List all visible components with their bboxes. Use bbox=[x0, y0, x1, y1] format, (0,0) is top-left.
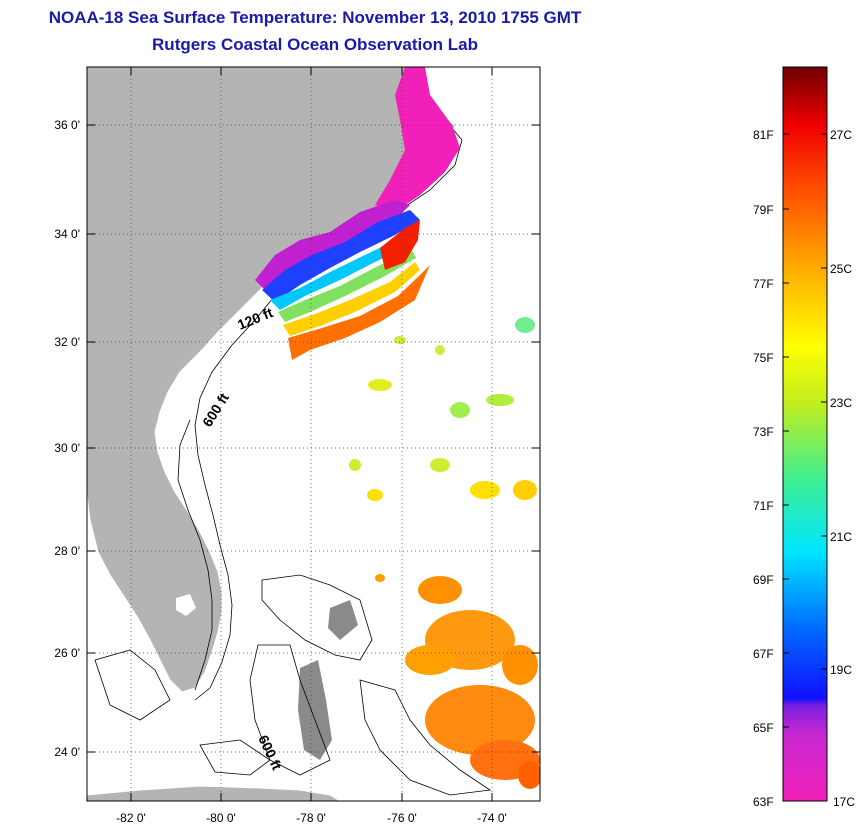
cuba-landmass bbox=[87, 785, 341, 801]
lat-label: 34 0' bbox=[54, 227, 80, 241]
plot-frame bbox=[86, 66, 541, 802]
colorbar-label-c: 27C bbox=[830, 128, 853, 142]
sst-swath-cyan bbox=[270, 232, 415, 310]
colorbar-ticks bbox=[783, 133, 827, 728]
colorbar-label-f: 75F bbox=[753, 351, 774, 365]
colorbar-label-f: 73F bbox=[753, 425, 774, 439]
lon-label: -74 0' bbox=[477, 811, 507, 825]
colorbar-label-f: 79F bbox=[753, 203, 774, 217]
map-title: NOAA-18 Sea Surface Temperature: Novembe… bbox=[48, 8, 582, 27]
frame-ticks bbox=[87, 67, 540, 801]
colorbar-label-c: 19C bbox=[830, 663, 853, 677]
sst-swath-orange bbox=[288, 265, 430, 360]
lon-label: -76 0' bbox=[387, 811, 417, 825]
lat-label: 26 0' bbox=[54, 646, 80, 660]
colorbar-label-f: 63F bbox=[753, 795, 774, 809]
map-subtitle: Rutgers Coastal Ocean Observation Lab bbox=[152, 35, 478, 54]
okeechobee-lake bbox=[176, 594, 196, 616]
lat-label: 28 0' bbox=[54, 544, 80, 558]
lon-label: -82 0' bbox=[116, 811, 146, 825]
lat-label: 24 0' bbox=[54, 745, 80, 759]
andros-island bbox=[298, 660, 332, 760]
sst-swath-cold bbox=[375, 67, 460, 212]
colorbar-label-f: 69F bbox=[753, 573, 774, 587]
colorbar-label-f: 71F bbox=[753, 499, 774, 513]
bathymetry-contours bbox=[94, 67, 492, 796]
colorbar-label-c: 21C bbox=[830, 530, 853, 544]
lat-label: 36 0' bbox=[54, 118, 80, 132]
colorbar-label-f: 65F bbox=[753, 721, 774, 735]
bahamas-island bbox=[328, 600, 358, 640]
sst-swath-blue bbox=[262, 210, 420, 302]
sst-swath-yellow bbox=[283, 262, 420, 336]
lon-label: -78 0' bbox=[296, 811, 326, 825]
sst-swath-green bbox=[278, 250, 416, 322]
lat-label: 32 0' bbox=[54, 335, 80, 349]
lat-label: 30 0' bbox=[54, 441, 80, 455]
offshore-sst-patches bbox=[349, 317, 540, 789]
lon-label: -80 0' bbox=[206, 811, 236, 825]
lon-labels: -82 0' -80 0' -78 0' -76 0' -74 0' bbox=[116, 811, 507, 825]
colorbar-label-f: 77F bbox=[753, 277, 774, 291]
colorbar-label-c: 23C bbox=[830, 396, 853, 410]
colorbar-label-c: 17C bbox=[833, 795, 856, 809]
lat-labels: 36 0' 34 0' 32 0' 30 0' 28 0' 26 0' 24 0… bbox=[54, 118, 80, 759]
colorbar-label-c: 25C bbox=[830, 262, 853, 276]
colorbar-label-f: 81F bbox=[753, 128, 774, 142]
colorbar-label-f: 67F bbox=[753, 647, 774, 661]
sst-swath-red bbox=[380, 220, 420, 270]
colorbar bbox=[782, 66, 828, 802]
